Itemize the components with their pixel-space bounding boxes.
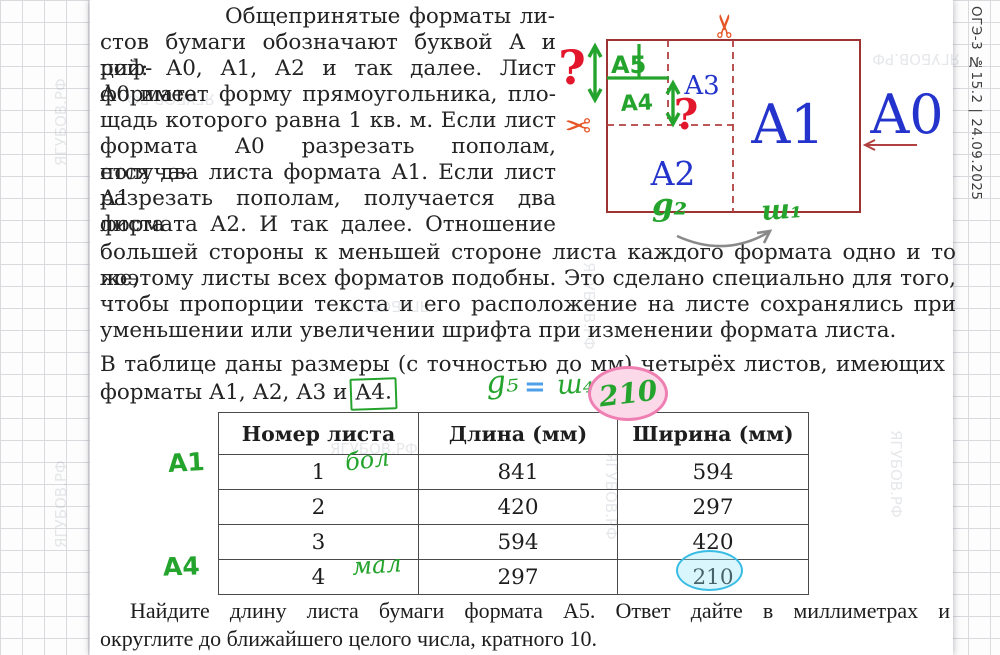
a5-dimension-marks <box>607 44 669 80</box>
paper-format-diagram: A1 A2 A3 A0 ✂ ✂ ? ? A5 А4 g₂ ш₁ <box>558 13 944 248</box>
equal-sides-arrow <box>676 229 773 248</box>
paragraph-line: рой: А0, А1, А2 и так далее. Лист формат… <box>100 56 556 107</box>
label-a2: A2 <box>650 154 696 193</box>
handwritten-w1-label: ш₁ <box>760 193 802 227</box>
paragraph-line: щадь которого равна 1 кв. м. Если лист <box>100 108 556 133</box>
a0-pointer-arrow <box>862 139 917 151</box>
handwritten-margin-a4: А4 <box>162 551 201 582</box>
question-line: округлите до ближайшего целого числа, кр… <box>100 626 598 651</box>
paragraph-line: формата А0 разрезать пополам, получа- <box>100 134 556 185</box>
table-header-row: Номер листа Длина (мм) Ширина (мм) <box>218 412 809 455</box>
cell-length: 594 <box>418 524 618 560</box>
handwritten-note-big: бол <box>343 443 391 477</box>
question-mark-annotation: ? <box>558 41 586 96</box>
paragraph-line: ется два листа формата А1. Если лист А1 <box>100 160 556 211</box>
handwritten-margin-a1: А1 <box>167 447 206 478</box>
handwritten-d2-label: g₂ <box>652 187 687 223</box>
green-box-annotation: А4. <box>349 377 398 411</box>
question-line: Найдите длину листа бумаги формата А5. О… <box>130 598 950 623</box>
a5-height-arrow <box>587 42 603 104</box>
scissors-icon: ✂ <box>706 13 744 40</box>
table-row: 1 841 594 <box>218 454 809 490</box>
paragraph-line: формата А2. И так далее. Отношение <box>100 212 556 237</box>
table-row: 2 420 297 <box>218 489 809 525</box>
pink-highlight-ellipse: 210 <box>588 366 668 421</box>
exam-side-caption: ОГЭ-3 №15.2 | 24.09.2025 <box>968 6 984 201</box>
cell-width: 594 <box>617 454 809 490</box>
sheet-sizes-table: Номер листа Длина (мм) Ширина (мм) 1 841… <box>218 412 809 595</box>
handwritten-a5-label: A5 <box>611 51 646 79</box>
cell-width: 297 <box>617 489 809 525</box>
paragraph-line: разрезать пополам, получается два листа <box>100 186 556 237</box>
column-header-number: Номер листа <box>218 412 419 455</box>
paragraph-line: форматы А1, А2, А3 и А4. <box>100 377 600 411</box>
a4-height-arrow <box>665 79 681 128</box>
paragraph-line: чтобы пропорции текста и его расположени… <box>100 292 956 317</box>
cell-length: 841 <box>418 454 618 490</box>
paragraph-line: уменьшении или увеличении шрифта при изм… <box>100 318 897 343</box>
label-a1: A1 <box>750 93 824 156</box>
label-a0: A0 <box>869 83 943 146</box>
handwritten-note-small: мал <box>351 549 403 581</box>
handwritten-answer-210: 210 <box>596 373 660 414</box>
table-row: 3 594 420 <box>218 524 809 560</box>
watermark: ЯГУБОВ.РФ <box>887 430 905 518</box>
column-header-width: Ширина (мм) <box>617 412 809 455</box>
cell-number: 2 <box>218 489 419 525</box>
cell-number: 4 <box>218 559 419 595</box>
paragraph-line: Общепринятые форматы ли- <box>225 4 555 29</box>
label-a3: A3 <box>683 71 719 101</box>
paragraph-line: стов бумаги обозначают буквой А и циф- <box>100 30 556 81</box>
paragraph-line: большей стороны к меньшей стороне листа … <box>100 240 956 291</box>
paragraph-line: В таблице даны размеры (с точностью до м… <box>100 352 945 377</box>
watermark: ЯГУБОВ.РФ <box>52 78 70 166</box>
cell-number: 3 <box>218 524 419 560</box>
column-header-length: Длина (мм) <box>418 412 618 455</box>
handwritten-equals: = <box>524 372 546 402</box>
paragraph-line: А0 имеет форму прямоугольника, пло- <box>100 82 556 107</box>
cyan-highlight-ellipse <box>676 550 743 591</box>
paragraph-line: поэтому листы всех форматов подобны. Это… <box>100 266 956 291</box>
handwritten-a4-label: А4 <box>620 90 654 117</box>
cell-length: 420 <box>418 489 618 525</box>
watermark: ЯГУБОВ.РФ <box>52 460 70 548</box>
paragraph-line-text: форматы А1, А2, А3 и <box>100 380 348 405</box>
cell-length: 297 <box>418 559 618 595</box>
handwritten-d5: g₅ <box>484 362 520 402</box>
scissors-icon: ✂ <box>565 107 592 145</box>
